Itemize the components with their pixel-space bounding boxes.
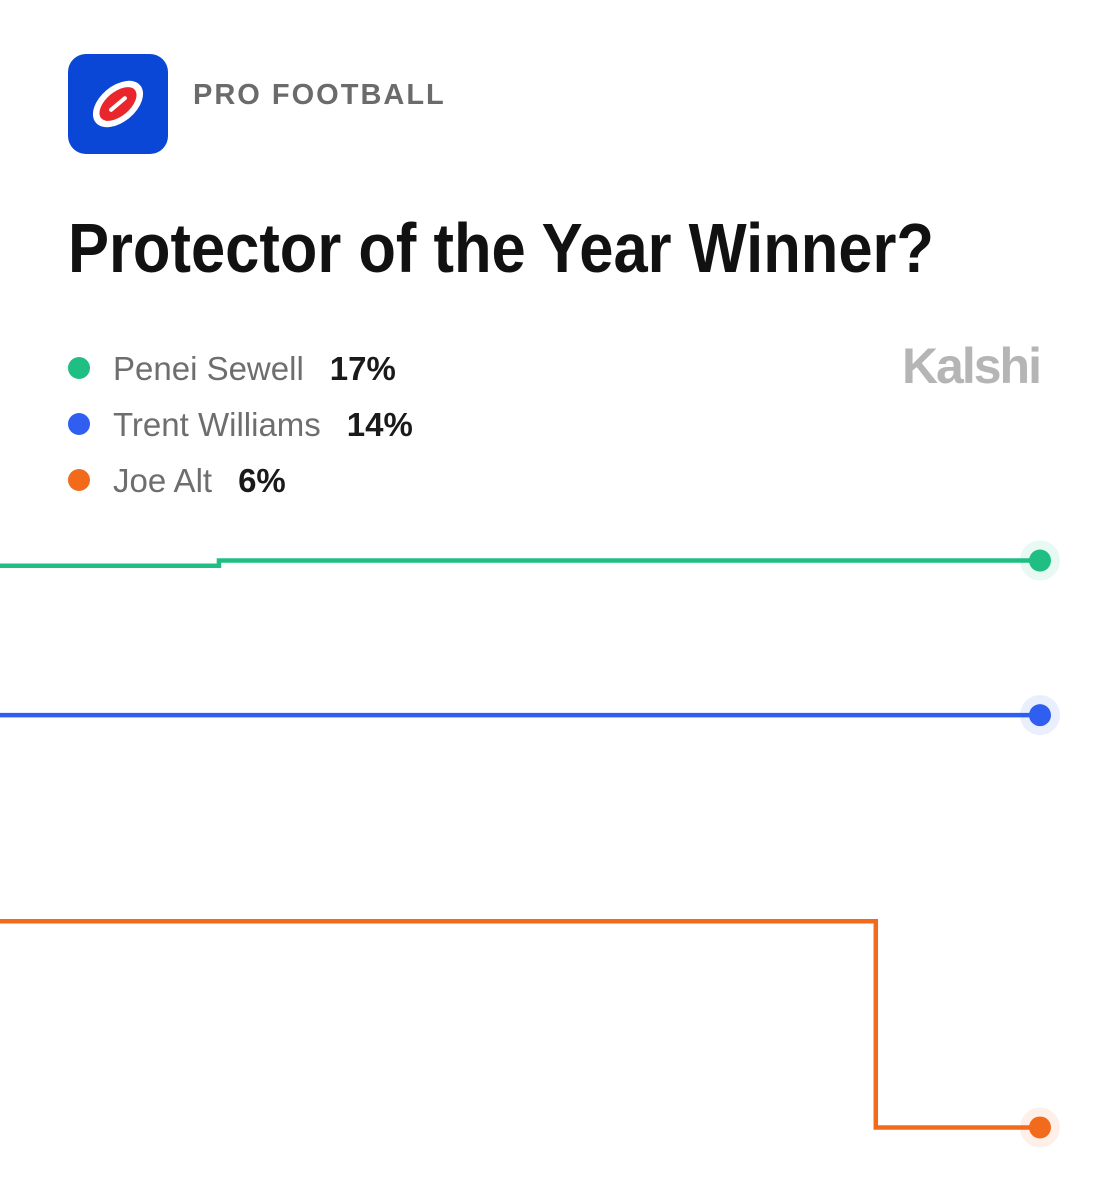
series-line [0,919,1040,1130]
legend-dot [68,469,90,491]
legend-value: 6% [238,462,286,499]
legend-value: 14% [347,406,413,443]
plot-area [0,540,1060,1148]
legend-name: Penei Sewell [113,350,304,387]
legend-name: Joe Alt [113,462,212,499]
category-label: PRO FOOTBALL [193,79,446,111]
legend-dot [68,357,90,379]
chart-title: Protector of the Year Winner? [68,209,934,287]
end-dot [1029,1116,1051,1139]
legend-name: Trent Williams [113,406,321,443]
end-dot [1029,549,1051,572]
legend-dot [68,413,90,435]
brand-logo: Kalshi [902,338,1040,394]
end-dot [1029,704,1051,727]
app-icon [68,54,168,154]
legend-value: 17% [330,350,396,387]
series-line [0,558,1040,568]
legend: Penei Sewell 17%Trent Williams 14% Joe Alt 6… [68,350,413,499]
